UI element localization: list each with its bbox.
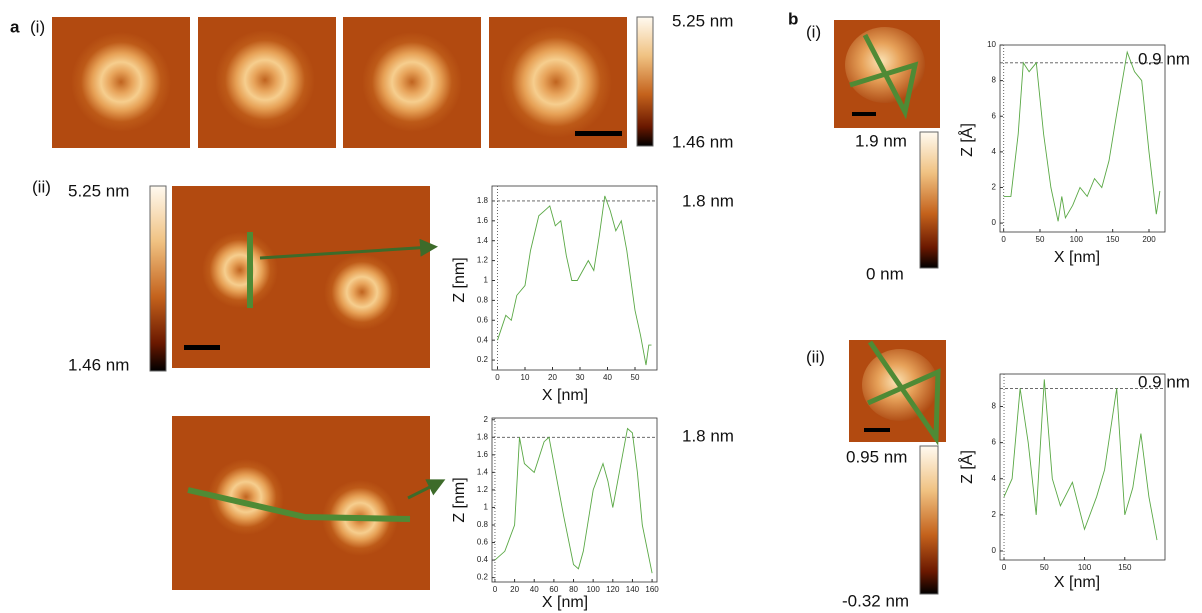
afm-image [172, 416, 440, 590]
x-tick-label: 100 [1070, 235, 1084, 244]
y-tick-label: 0.4 [477, 555, 489, 564]
x-tick-label: 140 [626, 585, 640, 594]
y-tick-label: 4 [992, 474, 997, 483]
y-tick-label: 1.6 [477, 450, 489, 459]
colorbar-label: 1.46 nm [68, 355, 129, 374]
x-tick-label: 120 [606, 585, 620, 594]
profile-line [1004, 379, 1157, 540]
colorbar [920, 132, 938, 268]
y-tick-label: 0 [992, 546, 997, 555]
y-tick-label: 1.2 [477, 256, 489, 265]
x-tick-label: 40 [603, 373, 612, 382]
colorbar-label: 1.46 nm [672, 132, 733, 151]
x-tick-label: 0 [1002, 563, 1007, 572]
y-axis-label: Z [nm] [451, 257, 468, 302]
panel-label: (ii) [806, 347, 825, 366]
colorbar-label: 5.25 nm [672, 11, 733, 30]
colorbar-label: 1.9 nm [855, 131, 907, 150]
panel-label: (ii) [32, 177, 51, 196]
afm-image [172, 186, 432, 368]
x-tick-label: 0 [495, 373, 500, 382]
colorbar [150, 186, 166, 371]
panel-label: (i) [806, 22, 821, 41]
profile-line [1004, 52, 1160, 221]
y-tick-label: 0.6 [477, 315, 489, 324]
y-tick-label: 0.2 [477, 355, 489, 364]
annotation: 1.8 nm [682, 426, 734, 445]
annotation: 0.9 nm [1138, 49, 1190, 68]
y-tick-label: 0.2 [477, 573, 489, 582]
y-tick-label: 1.8 [477, 196, 489, 205]
y-axis-label: Z [Å] [957, 450, 976, 484]
afm-image [849, 340, 946, 442]
x-tick-label: 150 [1106, 235, 1120, 244]
x-tick-label: 100 [1078, 563, 1092, 572]
profile-line [498, 196, 652, 365]
x-axis-label: X [nm] [542, 594, 588, 611]
y-tick-label: 10 [987, 40, 996, 49]
x-tick-label: 0 [493, 585, 498, 594]
afm-image [834, 20, 940, 128]
y-tick-label: 1 [484, 276, 489, 285]
y-tick-label: 1.4 [477, 236, 489, 245]
y-tick-label: 0.8 [477, 295, 489, 304]
profile-line [495, 429, 652, 574]
y-tick-label: 1.4 [477, 467, 489, 476]
y-tick-label: 1.6 [477, 216, 489, 225]
y-tick-label: 1.8 [477, 432, 489, 441]
x-tick-label: 20 [548, 373, 557, 382]
panel-label: b [788, 9, 798, 28]
x-tick-label: 50 [1036, 235, 1045, 244]
colorbar-label: -0.32 nm [842, 591, 909, 610]
y-tick-label: 1 [484, 503, 489, 512]
colorbar [637, 17, 653, 146]
plot-frame [492, 418, 657, 582]
x-tick-label: 50 [631, 373, 640, 382]
afm-row [52, 17, 627, 148]
figure: a (i) 5.25 nm 1.46 nm (ii) 5.25 nm 1.46 … [0, 0, 1202, 613]
x-tick-label: 30 [576, 373, 585, 382]
x-axis-label: X [nm] [1054, 574, 1100, 591]
y-tick-label: 8 [992, 76, 997, 85]
x-tick-label: 10 [521, 373, 530, 382]
colorbar [920, 446, 938, 594]
y-tick-label: 6 [992, 111, 997, 120]
x-tick-label: 60 [549, 585, 558, 594]
plot-frame [1000, 45, 1165, 232]
y-tick-label: 0.4 [477, 335, 489, 344]
x-tick-label: 100 [586, 585, 600, 594]
annotation: 1.8 nm [682, 191, 734, 210]
x-axis-label: X [nm] [542, 387, 588, 404]
y-tick-label: 6 [992, 438, 997, 447]
colorbar-label: 0.95 nm [846, 447, 907, 466]
x-tick-label: 160 [645, 585, 659, 594]
x-tick-label: 200 [1142, 235, 1156, 244]
y-tick-label: 2 [484, 415, 489, 424]
y-tick-label: 8 [992, 402, 997, 411]
y-tick-label: 0.6 [477, 538, 489, 547]
y-tick-label: 0 [992, 218, 997, 227]
annotation: 0.9 nm [1138, 372, 1190, 391]
x-tick-label: 80 [569, 585, 578, 594]
x-tick-label: 150 [1118, 563, 1132, 572]
colorbar-label: 5.25 nm [68, 181, 129, 200]
x-tick-label: 40 [530, 585, 539, 594]
y-tick-label: 2 [992, 183, 997, 192]
y-tick-label: 0.8 [477, 520, 489, 529]
plot-frame [1000, 374, 1165, 560]
x-tick-label: 50 [1040, 563, 1049, 572]
y-tick-label: 2 [992, 510, 997, 519]
plot-frame [492, 186, 657, 370]
y-axis-label: Z [Å] [957, 123, 976, 157]
y-axis-label: Z [nm] [451, 477, 468, 522]
x-tick-label: 0 [1001, 235, 1006, 244]
colorbar-label: 0 nm [866, 264, 904, 283]
y-tick-label: 1.2 [477, 485, 489, 494]
panel-label: a [10, 17, 20, 36]
y-tick-label: 4 [992, 147, 997, 156]
panel-label: (i) [30, 17, 45, 36]
x-tick-label: 20 [510, 585, 519, 594]
x-axis-label: X [nm] [1054, 249, 1100, 266]
